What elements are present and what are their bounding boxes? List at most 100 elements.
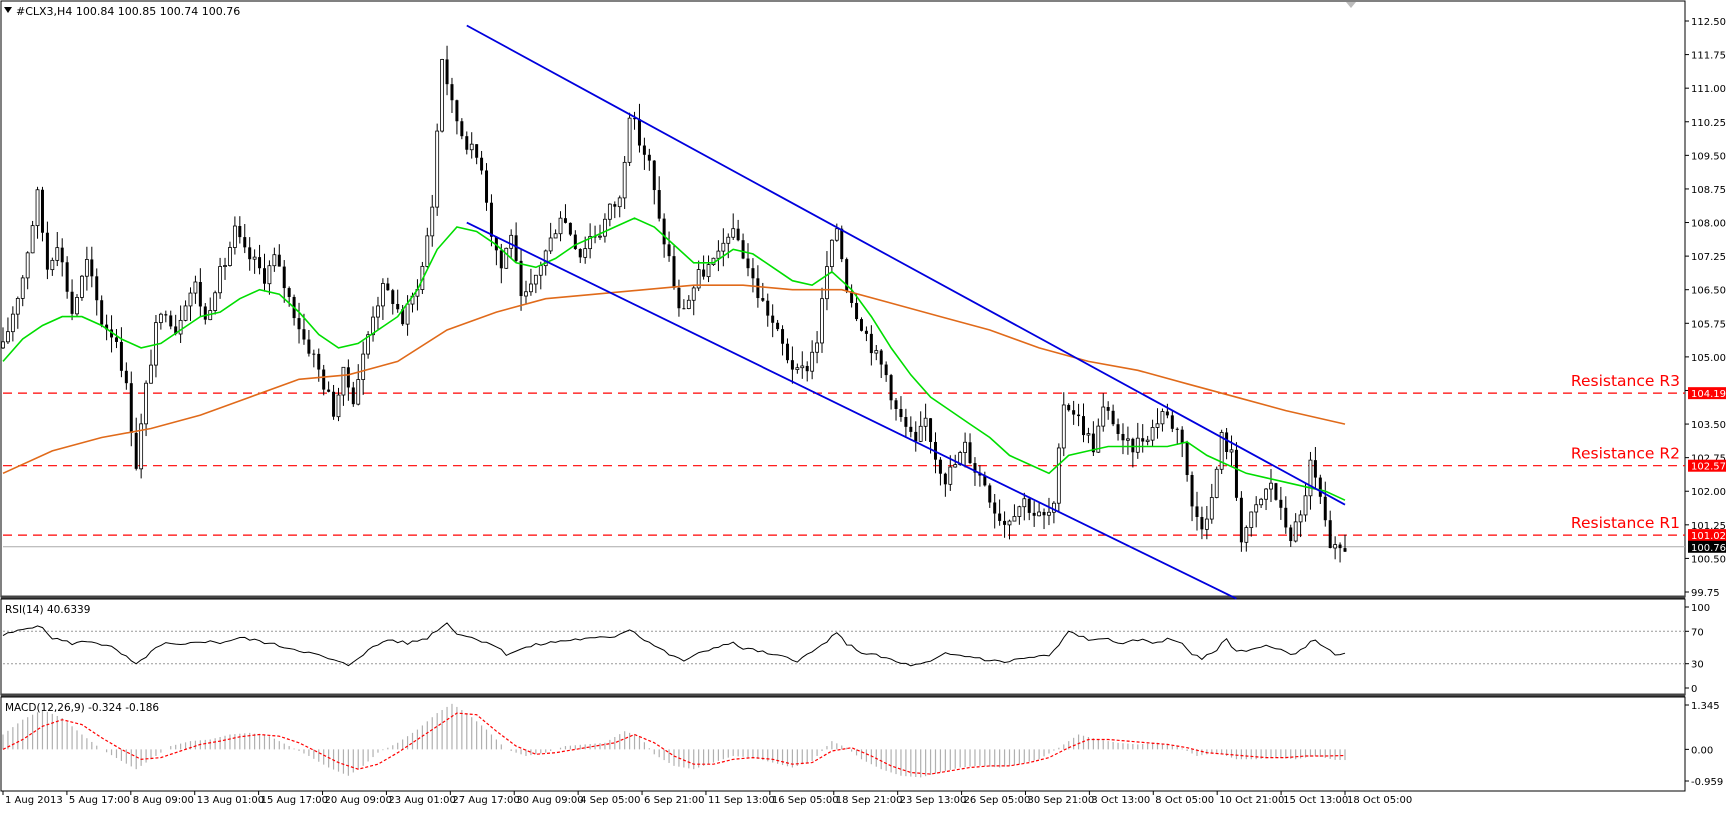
macd-panel bbox=[2, 703, 1346, 778]
candle-body bbox=[657, 190, 661, 219]
candle-body bbox=[1328, 520, 1332, 549]
symbol-menu-arrow-icon[interactable] bbox=[4, 7, 12, 13]
candle-body bbox=[287, 288, 291, 297]
candle-body bbox=[603, 218, 607, 237]
candle-body bbox=[652, 160, 656, 191]
candle-body bbox=[702, 269, 706, 277]
time-axis-label: 13 Aug 01:00 bbox=[197, 795, 264, 806]
rsi-axis-label: 0 bbox=[1691, 684, 1697, 695]
price-axis-label: 108.75 bbox=[1691, 185, 1726, 196]
candle-body bbox=[366, 334, 371, 355]
candle-body bbox=[469, 143, 474, 151]
candle-body bbox=[1264, 488, 1268, 500]
candle-body bbox=[1249, 511, 1254, 528]
candle-body bbox=[65, 262, 69, 292]
candle-body bbox=[1101, 406, 1106, 427]
rsi-axis-label: 100 bbox=[1691, 603, 1710, 614]
channel-upper-line[interactable] bbox=[466, 24, 1346, 506]
candle-body bbox=[124, 370, 128, 384]
time-axis-label: 6 Sep 21:00 bbox=[644, 795, 704, 806]
candle-body bbox=[465, 136, 469, 150]
time-axis-label: 27 Aug 17:00 bbox=[452, 795, 519, 806]
candle-body bbox=[494, 236, 498, 251]
candle-body bbox=[1056, 447, 1061, 504]
candle-body bbox=[1185, 442, 1189, 476]
candle-body bbox=[6, 331, 10, 343]
candle-body bbox=[1096, 425, 1101, 453]
candle-body bbox=[943, 473, 947, 485]
candle-body bbox=[1155, 423, 1160, 428]
candle-body bbox=[1244, 527, 1249, 543]
candle-body bbox=[938, 459, 942, 474]
candle-body bbox=[899, 408, 903, 418]
candle-body bbox=[282, 266, 286, 289]
candle-body bbox=[953, 464, 958, 468]
candle-body bbox=[1131, 438, 1135, 453]
time-axis-label: 23 Aug 01:00 bbox=[388, 795, 455, 806]
candle-body bbox=[529, 283, 533, 293]
candle-body bbox=[158, 313, 163, 324]
candle-body bbox=[35, 189, 40, 227]
candle-body bbox=[164, 314, 168, 316]
candle-body bbox=[252, 256, 257, 260]
time-axis-label: 23 Sep 13:00 bbox=[900, 795, 967, 806]
candle-body bbox=[489, 202, 493, 237]
channel-lower-line[interactable] bbox=[466, 221, 1237, 600]
candle-body bbox=[174, 326, 178, 334]
candle-body bbox=[756, 278, 760, 299]
candle-body bbox=[637, 119, 641, 146]
candle-body bbox=[968, 442, 972, 464]
candle-body bbox=[356, 379, 361, 405]
candle-body bbox=[617, 197, 622, 208]
candle-body bbox=[859, 319, 863, 331]
time-axis-label: 20 Aug 09:00 bbox=[325, 795, 392, 806]
candle-body bbox=[504, 247, 509, 269]
candle-body bbox=[139, 423, 144, 470]
candle-body bbox=[622, 161, 627, 199]
candle-body bbox=[30, 225, 35, 254]
candle-body bbox=[746, 258, 750, 269]
candle-body bbox=[706, 264, 711, 278]
candle-body bbox=[1135, 437, 1140, 453]
candle-body bbox=[193, 281, 198, 294]
candle-body bbox=[401, 309, 405, 325]
candle-body bbox=[396, 303, 400, 310]
candle-body bbox=[203, 306, 207, 320]
candle-body bbox=[682, 308, 686, 310]
candle-body bbox=[948, 466, 953, 485]
price-axis-label: 111.00 bbox=[1691, 84, 1726, 95]
candle-body bbox=[129, 383, 133, 433]
candle-body bbox=[1200, 516, 1204, 530]
candle-body bbox=[884, 364, 888, 376]
candle-body bbox=[223, 265, 227, 267]
candle-body bbox=[20, 277, 25, 299]
price-axis-label: 105.00 bbox=[1691, 353, 1726, 364]
candle-body bbox=[1170, 415, 1174, 429]
candle-body bbox=[232, 225, 237, 248]
symbol-header: #CLX3,H4 100.84 100.85 100.74 100.76 bbox=[16, 5, 240, 18]
candle-body bbox=[95, 276, 99, 301]
time-axis-label: 1 Aug 2013 bbox=[5, 795, 63, 806]
candle-body bbox=[391, 290, 395, 304]
candle-body bbox=[258, 257, 262, 269]
candle-body bbox=[272, 254, 277, 267]
candle-body bbox=[90, 259, 94, 277]
time-axis-label: 4 Sep 05:00 bbox=[580, 795, 640, 806]
candle-body bbox=[1175, 428, 1179, 430]
candle-body bbox=[524, 291, 528, 297]
candle-body bbox=[213, 292, 218, 311]
candle-body bbox=[1086, 433, 1091, 436]
candle-body bbox=[914, 431, 918, 442]
resistance-label: Resistance R1 bbox=[1571, 514, 1680, 532]
candle-body bbox=[70, 291, 74, 314]
price-axis-label: 102.00 bbox=[1691, 487, 1726, 498]
candle-body bbox=[1298, 514, 1303, 523]
candle-body bbox=[1343, 548, 1347, 552]
candle-body bbox=[188, 292, 193, 307]
candle-body bbox=[1204, 518, 1209, 530]
time-axis-label: 3 Oct 13:00 bbox=[1091, 795, 1150, 806]
chart-shift-marker-icon[interactable] bbox=[1346, 2, 1356, 8]
candle-body bbox=[815, 342, 819, 353]
ma-slow-line bbox=[2, 284, 1346, 475]
candle-body bbox=[840, 228, 844, 260]
